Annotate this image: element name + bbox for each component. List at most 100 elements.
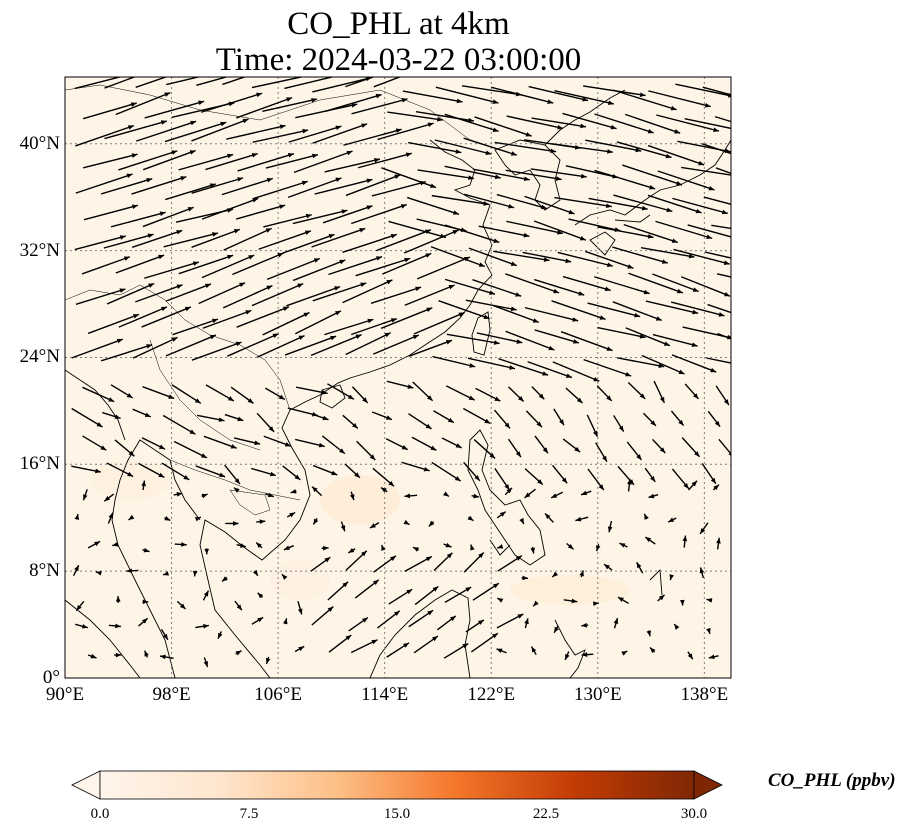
wind-arrow-head (561, 477, 568, 484)
wind-arrow-head (647, 234, 654, 239)
wind-arrow-head (748, 207, 754, 212)
x-tick-label: 138°E (680, 684, 729, 705)
wind-arrow (221, 177, 274, 196)
wind-arrow (135, 120, 197, 142)
wind-arrow-head (497, 544, 504, 549)
wind-arrow (191, 341, 242, 361)
wind-arrow (408, 339, 453, 357)
wind-arrow (560, 331, 613, 352)
wind-arrow (624, 113, 681, 134)
wind-arrow-head (699, 567, 705, 574)
wind-arrow (292, 209, 348, 225)
wind-arrow-head (645, 537, 652, 543)
wind-arrow-head (658, 363, 665, 368)
wind-arrow (652, 273, 699, 293)
wind-arrow (583, 358, 632, 377)
wind-arrow-head (721, 209, 728, 215)
wind-arrow-head (212, 318, 218, 324)
wind-arrow-head (427, 122, 434, 128)
wind-arrow (201, 254, 255, 279)
wind-arrow-head (232, 521, 239, 526)
wind-arrow (528, 85, 589, 102)
wind-arrow (648, 90, 711, 108)
wind-arrow-head (750, 260, 756, 265)
wind-arrow-head (362, 397, 368, 403)
wind-arrow (82, 386, 115, 403)
wind-arrow-head (164, 516, 171, 521)
wind-arrow (533, 220, 587, 241)
wind-arrow-head (571, 598, 578, 604)
wind-arrow-head (453, 210, 459, 215)
wind-arrow (281, 233, 335, 254)
wind-arrow-head (618, 425, 624, 432)
wind-arrow-head (644, 513, 649, 520)
wind-arrow-head (613, 618, 619, 624)
wind-arrow-head (366, 178, 373, 184)
wind-arrow (81, 256, 131, 275)
wind-arrow-head (406, 589, 413, 595)
wind-arrow-head (126, 568, 133, 574)
wind-arrow-head (627, 478, 632, 485)
wind-arrow (284, 335, 337, 356)
wind-arrow-head (580, 123, 587, 129)
wind-arrow (652, 333, 698, 347)
wind-arrow-head (467, 515, 474, 521)
wind-arrow-head (593, 376, 600, 382)
wind-arrow-head (483, 314, 490, 320)
wind-arrow-head (548, 345, 555, 351)
wind-arrow-head (100, 445, 107, 451)
wind-arrow-head (676, 288, 683, 294)
wind-arrow-head (579, 235, 586, 241)
wind-arrow-head (474, 475, 480, 481)
wind-arrow-head (342, 581, 349, 588)
wind-arrow-head (607, 100, 614, 106)
wind-arrow (492, 304, 540, 324)
wind-arrow-head (425, 556, 432, 562)
wind-arrow (408, 141, 462, 154)
wind-arrow-head (390, 233, 397, 239)
wind-arrow-head (754, 159, 760, 163)
wind-arrow (717, 332, 731, 340)
wind-arrow-head (492, 127, 499, 132)
wind-arrow-head (531, 646, 537, 653)
wind-arrow-head (132, 314, 139, 319)
wind-arrow (718, 438, 731, 456)
wind-arrow (415, 110, 474, 122)
wind-arrow-head (376, 256, 383, 261)
wind-arrow-head (256, 542, 262, 548)
wind-arrow-head (493, 238, 500, 243)
wind-arrow (178, 254, 234, 275)
wind-arrow (100, 344, 153, 362)
wind-arrow-head (279, 204, 286, 209)
wind-arrow (142, 386, 175, 400)
colorbar-label: CO_PHL (ppbv) (768, 770, 896, 791)
wind-arrow-head (492, 633, 498, 639)
wind-arrow-head (366, 205, 373, 210)
wind-arrow-head (401, 98, 408, 103)
colorbar-tick-0: 0.0 (90, 806, 110, 822)
wind-arrow-head (74, 513, 80, 520)
wind-arrow (413, 311, 465, 335)
wind-arrow-head (678, 369, 685, 375)
wind-arrow-head (462, 643, 469, 649)
china-coastline (289, 139, 493, 411)
wind-arrow (351, 317, 398, 336)
wind-arrow (292, 259, 346, 282)
wind-arrow (191, 177, 244, 194)
wind-arrow-head (355, 334, 362, 339)
wind-arrow-head (203, 661, 209, 668)
wind-arrow-head (659, 396, 665, 403)
wind-arrow-head (279, 124, 286, 130)
wind-arrow-head (286, 97, 293, 102)
wind-arrow-head (710, 477, 716, 484)
wind-arrow-head (390, 555, 396, 562)
wind-arrow-head (604, 286, 611, 292)
wind-arrow (472, 279, 522, 297)
wind-arrow-head (478, 619, 484, 625)
wind-arrow (256, 334, 305, 358)
wind-arrow-head (510, 261, 517, 266)
wind-arrow (557, 251, 614, 267)
wind-arrow (377, 122, 434, 141)
wind-arrow-head (248, 255, 255, 260)
wind-arrow-head (655, 316, 662, 321)
